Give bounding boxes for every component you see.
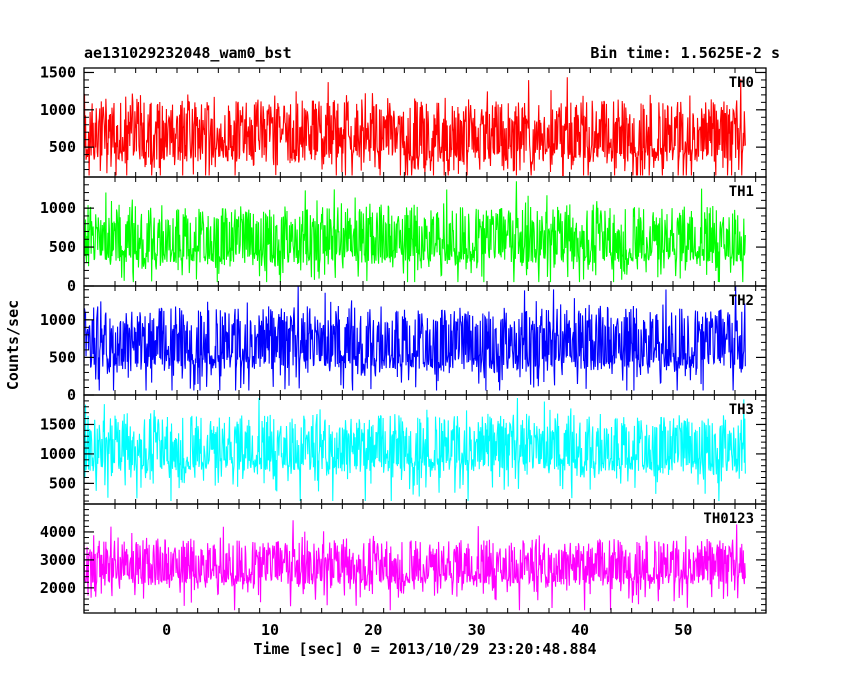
panel-label-th3: TH3	[729, 402, 754, 418]
y-tick-label: 1500	[40, 63, 76, 81]
panel-th3: 500 1000 1500 TH3	[40, 394, 767, 505]
y-tick-label: 1500	[40, 415, 76, 433]
x-tick-label: 40	[571, 621, 589, 639]
y-tick-label: 1000	[40, 101, 76, 119]
panel-label-th0123: TH0123	[703, 511, 754, 527]
chart-title-right: Bin time: 1.5625E-2 s	[590, 44, 780, 62]
panel-th0: 500 1000 1500 TH0	[40, 63, 767, 178]
y-tick-label: 0	[67, 277, 76, 295]
panel-label-th2: TH2	[729, 293, 754, 309]
series-line-th3	[83, 397, 746, 502]
series-line-th0123	[83, 520, 746, 611]
chart-title-left: ae131029232048_wam0_bst	[84, 44, 292, 62]
y-tick-label: 1000	[40, 199, 76, 217]
y-tick-label: 2000	[40, 579, 76, 597]
y-tick-label: 500	[49, 238, 76, 256]
series-line-th0	[83, 77, 746, 177]
y-tick-label: 0	[67, 386, 76, 404]
y-axis-title: Counts/sec	[4, 300, 22, 390]
series-line-th1	[83, 181, 746, 283]
panel-th0123: 2000 3000 4000 TH0123	[40, 503, 767, 614]
x-tick-label: 50	[674, 621, 692, 639]
x-tick-label: 20	[364, 621, 382, 639]
y-tick-label: 4000	[40, 523, 76, 541]
x-axis-title: Time [sec] 0 = 2013/10/29 23:20:48.884	[253, 640, 596, 658]
y-tick-label: 500	[49, 474, 76, 492]
y-tick-label: 1000	[40, 445, 76, 463]
panel-th2: 0 500 1000 TH2	[40, 285, 767, 404]
series-line-th2	[83, 285, 746, 391]
x-tick-label: 30	[468, 621, 486, 639]
y-tick-label: 500	[49, 138, 76, 156]
panel-label-th1: TH1	[729, 184, 754, 200]
panels-group: 50010001500TH005001000TH105001000TH25001…	[40, 63, 767, 639]
y-tick-label: 1000	[40, 311, 76, 329]
y-tick-label: 500	[49, 348, 76, 366]
panel-label-th0: TH0	[729, 75, 754, 91]
x-tick-label: 10	[261, 621, 279, 639]
x-tick-label: 0	[162, 621, 171, 639]
panel-th1: 0 500 1000 TH1	[40, 176, 767, 295]
y-tick-label: 3000	[40, 551, 76, 569]
